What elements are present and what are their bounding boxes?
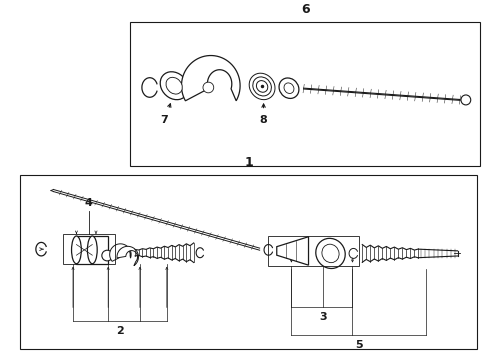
Polygon shape — [181, 55, 240, 101]
Text: 4: 4 — [85, 198, 93, 208]
Bar — [76, 236, 108, 264]
Ellipse shape — [160, 72, 188, 100]
Ellipse shape — [203, 82, 214, 93]
Polygon shape — [110, 244, 131, 261]
Ellipse shape — [461, 95, 471, 105]
Polygon shape — [277, 237, 309, 265]
Bar — [20, 175, 477, 348]
Ellipse shape — [256, 81, 268, 92]
Text: 2: 2 — [116, 326, 124, 336]
Ellipse shape — [316, 238, 345, 269]
Ellipse shape — [87, 236, 97, 264]
Ellipse shape — [253, 77, 271, 96]
Ellipse shape — [279, 78, 299, 98]
Ellipse shape — [102, 250, 113, 261]
Bar — [130, 22, 480, 166]
Ellipse shape — [322, 244, 339, 263]
Text: 6: 6 — [301, 4, 309, 17]
Text: 3: 3 — [319, 312, 327, 322]
Ellipse shape — [249, 73, 275, 100]
Ellipse shape — [284, 83, 294, 94]
Ellipse shape — [166, 77, 182, 94]
Text: 8: 8 — [260, 115, 268, 125]
Bar — [63, 234, 115, 264]
Polygon shape — [117, 246, 139, 266]
Bar — [269, 236, 359, 266]
Text: 7: 7 — [161, 115, 168, 125]
Text: 5: 5 — [355, 341, 363, 351]
Text: 1: 1 — [245, 156, 253, 169]
Ellipse shape — [72, 236, 81, 264]
